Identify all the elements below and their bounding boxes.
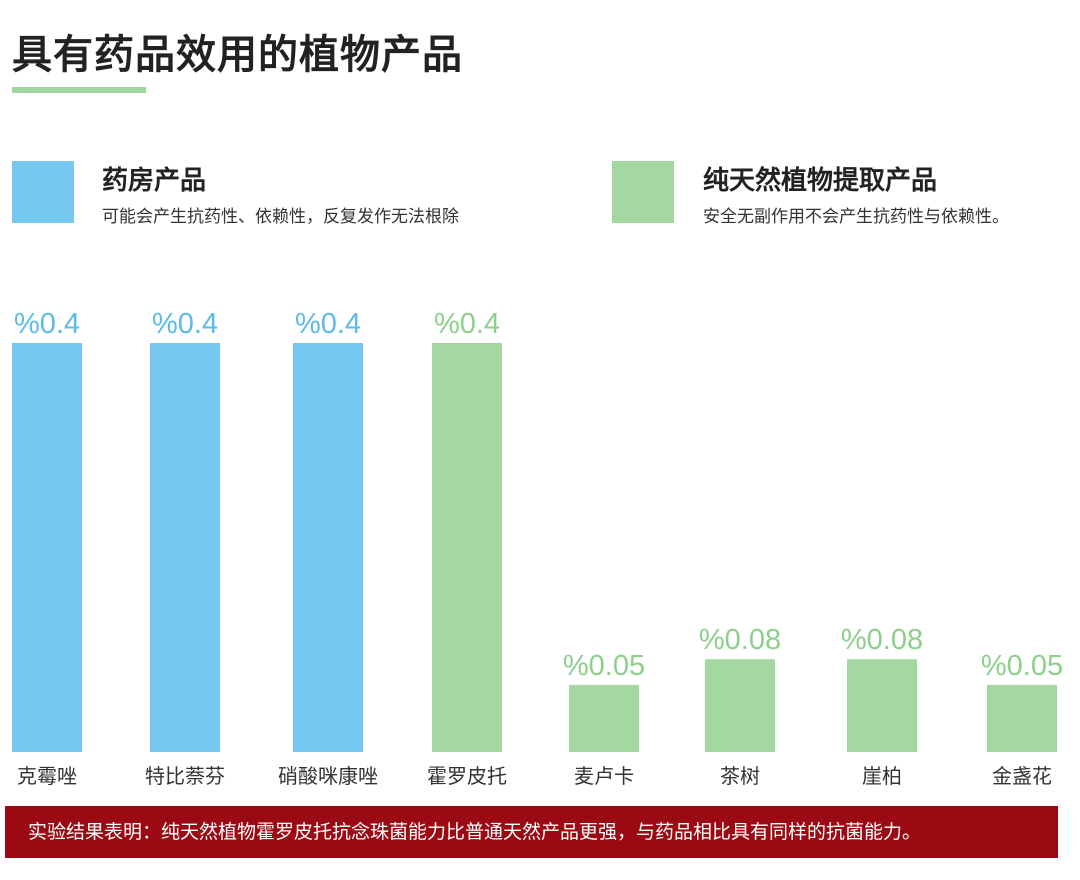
chart-title: 具有药品效用的植物产品: [12, 32, 463, 78]
value-label-3: %0.4: [434, 308, 500, 340]
bar-6: [847, 659, 917, 752]
category-label-2: 硝酸咪康唑: [278, 764, 378, 788]
bar-4: [569, 684, 639, 752]
legend-swatch-natural: [612, 161, 674, 223]
category-label-5: 茶树: [720, 764, 760, 788]
value-label-5: %0.08: [699, 624, 781, 656]
category-label-7: 金盏花: [992, 764, 1052, 788]
category-label-3: 霍罗皮托: [427, 764, 507, 788]
legend-desc-pharmacy: 可能会产生抗药性、依赖性，反复发作无法根除: [102, 207, 459, 227]
category-label-0: 克霉唑: [17, 764, 77, 788]
legend-desc-natural: 安全无副作用不会产生抗药性与依赖性。: [703, 207, 1009, 227]
bar-2: [293, 343, 363, 752]
category-label-1: 特比萘芬: [145, 764, 225, 788]
bar-5: [705, 659, 775, 752]
legend-title-pharmacy: 药房产品: [102, 166, 207, 196]
value-label-6: %0.08: [841, 624, 923, 656]
conclusion-banner: 实验结果表明：纯天然植物霍罗皮托抗念珠菌能力比普通天然产品更强，与药品相比具有同…: [5, 806, 1058, 858]
value-label-2: %0.4: [295, 308, 361, 340]
value-label-0: %0.4: [14, 308, 80, 340]
value-label-1: %0.4: [152, 308, 218, 340]
bar-plot: %0.4 克霉唑 %0.4 特比萘芬 %0.4 硝酸咪康唑 %0.4 霍罗皮托 %0.05 麦卢卡…: [12, 308, 1063, 788]
bar-1: [150, 343, 220, 752]
legend-title-natural: 纯天然植物提取产品: [703, 166, 938, 196]
category-label-6: 崖柏: [862, 764, 902, 788]
value-label-7: %0.05: [981, 650, 1063, 682]
bar-0: [12, 343, 82, 752]
title-underline: [12, 87, 146, 93]
category-label-4: 麦卢卡: [574, 764, 634, 788]
value-label-4: %0.05: [563, 650, 645, 682]
legend-swatch-pharmacy: [12, 161, 74, 223]
bar-7: [987, 684, 1057, 752]
bar-3: [432, 343, 502, 752]
